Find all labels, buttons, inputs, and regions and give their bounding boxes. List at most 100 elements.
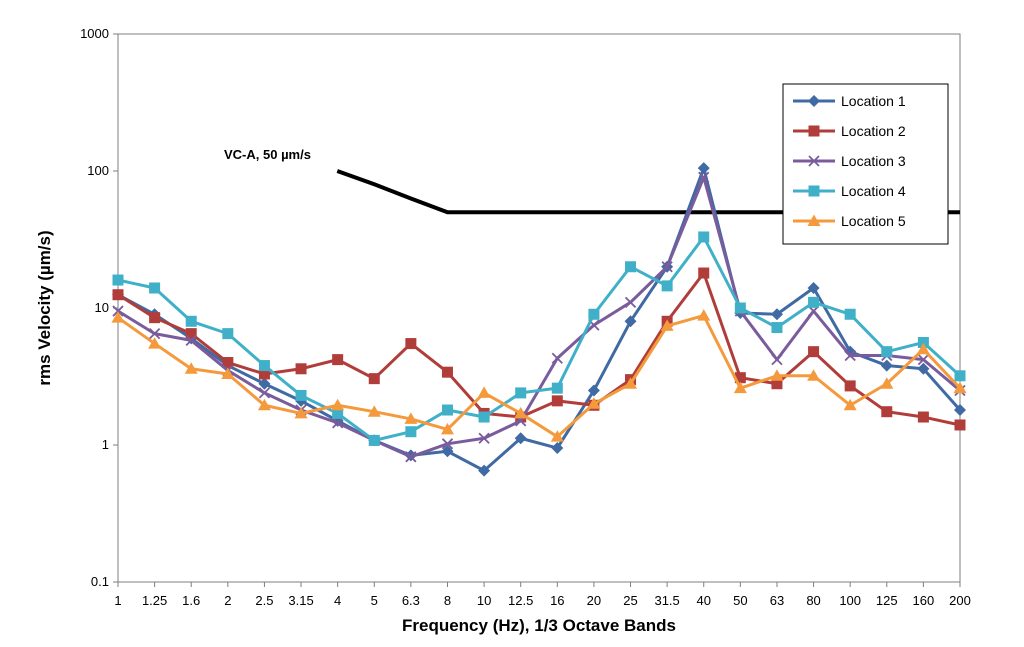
location-3-legend-marker: [808, 155, 820, 167]
location-1-point: [587, 384, 600, 397]
x-marker-stroke: [661, 261, 673, 273]
location-3-point: [148, 327, 161, 340]
location-4-point: [551, 382, 563, 394]
x-tick-label: 160: [913, 593, 935, 608]
x-marker-stroke: [551, 352, 563, 364]
location-5-point: [404, 412, 418, 424]
location-5-point: [916, 342, 930, 355]
location-5-point: [807, 369, 821, 381]
location-5-point: [843, 398, 857, 411]
x-tick-label: 125: [876, 593, 898, 608]
location-4-point: [295, 389, 307, 401]
vc-a-label: VC-A, 50 µm/s: [224, 147, 311, 162]
x-marker-stroke: [624, 296, 637, 308]
location-5-point: [953, 381, 967, 394]
location-3-point: [185, 334, 197, 347]
y-tick-label: 100: [87, 163, 109, 178]
x-marker-stroke: [148, 327, 161, 340]
location-2-legend-marker: [808, 125, 820, 137]
x-tick-label: 50: [733, 593, 747, 608]
x-tick-label: 1: [114, 593, 121, 608]
legend-label: Location 5: [841, 213, 906, 229]
x-axis-ticks: 1 1.25 1.6 2 2.5 3.15 4 5 6.3 8 10 12.5 16 20 25 31.5 40…: [114, 582, 971, 608]
x-tick-label: 40: [697, 593, 711, 608]
x-marker-stroke: [405, 451, 417, 463]
location-1-line: [117, 166, 962, 473]
x-tick-label: 1.25: [142, 593, 167, 608]
location-2-point: [368, 373, 380, 385]
location-5-point: [587, 397, 601, 409]
location-3-point: [551, 352, 563, 364]
location-5-point: [660, 319, 674, 331]
location-4-point: [808, 296, 820, 308]
x-tick-label: 12.5: [508, 593, 533, 608]
location-2-point: [551, 395, 563, 407]
location-2-point: [222, 357, 234, 369]
location-1-point: [551, 442, 564, 455]
location-2-point: [771, 378, 783, 390]
location-4-point: [112, 274, 124, 286]
y-tick-label: 0.1: [91, 574, 109, 589]
x-tick-label: 5: [371, 593, 378, 608]
x-marker-stroke: [441, 438, 454, 450]
x-marker-stroke: [588, 319, 600, 331]
x-tick-label: 10: [477, 593, 491, 608]
location-4-legend-marker: [808, 185, 820, 197]
location-5-point: [184, 362, 198, 374]
location-5-point: [221, 367, 235, 379]
location-2-point: [295, 363, 307, 375]
location-1-point: [880, 359, 893, 372]
x-tick-label: 63: [770, 593, 784, 608]
location-2-line: [117, 271, 961, 427]
location-2-point: [844, 380, 856, 392]
location-1-point: [697, 162, 710, 175]
x-marker-stroke: [478, 432, 490, 444]
x-tick-label: 31.5: [654, 593, 679, 608]
location-2-point: [441, 366, 453, 378]
location-4-point: [771, 322, 783, 334]
x-tick-label: 3.15: [288, 593, 313, 608]
location-5-point: [770, 369, 784, 381]
x-marker-stroke: [698, 171, 710, 183]
location-4-point: [185, 315, 197, 327]
location-5-point: [440, 422, 454, 435]
location-1-point: [954, 404, 966, 417]
x-marker-stroke: [771, 353, 783, 366]
location-1-point: [624, 315, 637, 328]
legend-item: Location 4: [793, 183, 906, 199]
location-4-point: [734, 302, 746, 314]
location-4-point: [149, 282, 161, 294]
location-5-point: [477, 386, 491, 398]
location-4-point: [258, 360, 270, 372]
location-4-point: [661, 280, 673, 292]
legend-label: Location 1: [841, 93, 906, 109]
location-5-point: [624, 377, 638, 389]
vc-a-criterion-line: [336, 169, 960, 215]
x-tick-label: 16: [550, 593, 564, 608]
location-1-point: [807, 281, 820, 294]
location-4-point: [625, 261, 637, 273]
x-marker-stroke: [917, 353, 930, 366]
location-2-point: [881, 406, 893, 418]
location-4-point: [332, 407, 344, 419]
location-2-point: [112, 289, 124, 301]
location-3-point: [844, 349, 856, 362]
series-layer: [111, 162, 967, 477]
location-3-point: [624, 296, 637, 308]
x-axis-title: Frequency (Hz), 1/3 Octave Bands: [402, 616, 676, 635]
x-tick-label: 20: [587, 593, 601, 608]
y-tick-label: 1000: [80, 26, 109, 41]
x-tick-label: 25: [623, 593, 637, 608]
reference-line-layer: VC-A, 50 µm/s: [224, 147, 960, 215]
location-3-point: [112, 305, 124, 317]
location-5-point: [880, 377, 894, 389]
x-tick-label: 4: [334, 593, 341, 608]
location-3-point: [698, 171, 710, 183]
location-1-point: [770, 308, 783, 321]
location-3-point: [771, 353, 783, 366]
x-tick-label: 200: [949, 593, 971, 608]
legend: Location 1 Location 2 Location 3 Location 4…: [782, 83, 949, 245]
location-1-point: [258, 377, 271, 390]
legend-item: Location 1: [793, 93, 906, 109]
